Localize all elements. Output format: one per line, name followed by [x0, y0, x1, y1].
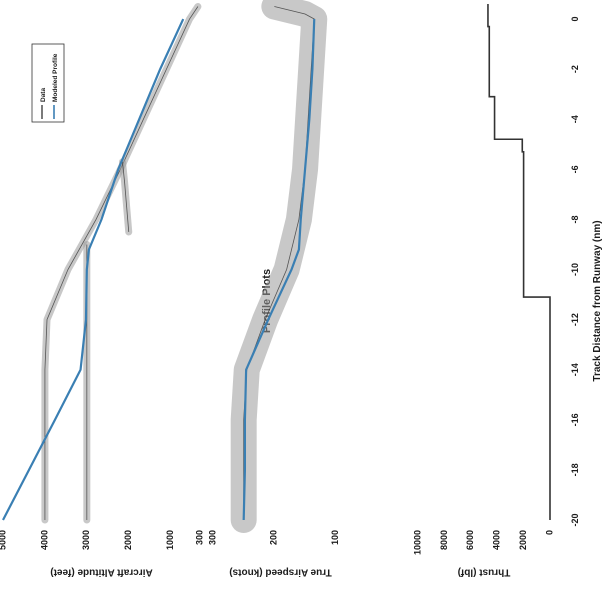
y-tick-label: 10000	[412, 530, 422, 555]
y-tick-label: 8000	[439, 530, 449, 550]
y-tick-label: 100	[330, 530, 340, 545]
altitude-panel: Aircraft Altitude (feet) 5000 4000 3000 2000…	[0, 3, 204, 577]
data-line	[44, 6, 199, 520]
legend: Data Modeled Profile	[31, 43, 65, 123]
x-tick-label: -10	[570, 263, 580, 276]
legend-model-label: Modeled Profile	[52, 53, 59, 102]
y-tick-label: 2000	[518, 530, 528, 550]
y-tick-label: 300	[207, 530, 217, 545]
y-tick-label: 6000	[465, 530, 475, 550]
x-tick-label: -14	[570, 363, 580, 376]
y-tick-label: 5000	[0, 530, 7, 550]
x-tick-label: -18	[570, 463, 580, 476]
x-tick-label: -12	[570, 313, 580, 326]
data-line	[122, 161, 130, 232]
y-axis-label: True Airspeed (knots)	[229, 566, 331, 577]
thrust-panel: Thrust (lbf)10000 8000 6000 4000 2000 0-20-18…	[412, 4, 580, 577]
data-band	[41, 3, 202, 524]
rotated-figure: Profile Plots Aircraft Altitude (feet)50…	[0, 0, 603, 577]
modeled-profile-line	[487, 4, 551, 520]
x-tick-label: -8	[570, 215, 580, 223]
legend-box	[31, 43, 65, 123]
data-band	[230, 0, 328, 533]
x-tick-label: -20	[570, 513, 580, 526]
x-tick-label: -2	[570, 65, 580, 73]
x-tick-label: -4	[570, 115, 580, 123]
airspeed-panel: True Airspeed (knots) 300 200 100	[207, 0, 340, 577]
y-tick-label: 3000	[81, 530, 91, 550]
x-tick-label: -16	[570, 413, 580, 426]
y-tick-label: 4000	[492, 530, 502, 550]
y-axis-label: Thrust (lbf)	[458, 566, 511, 577]
y-tick-label: 300	[194, 530, 204, 545]
modeled-profile-line	[242, 18, 316, 521]
x-tick-label: 0	[570, 17, 580, 22]
modeled-profile-line	[2, 18, 185, 521]
legend-data-label: Data	[40, 88, 47, 102]
x-tick-label: -6	[570, 165, 580, 173]
y-tick-label: 0	[544, 530, 554, 535]
y-tick-label: 1000	[165, 530, 175, 550]
y-axis-label: Aircraft Altitude (feet)	[50, 566, 152, 577]
y-tick-label: 2000	[123, 530, 133, 550]
y-tick-label: 200	[269, 530, 279, 545]
y-tick-label: 4000	[39, 530, 49, 550]
x-axis-label: Track Distance from Runway (nm)	[592, 220, 603, 381]
